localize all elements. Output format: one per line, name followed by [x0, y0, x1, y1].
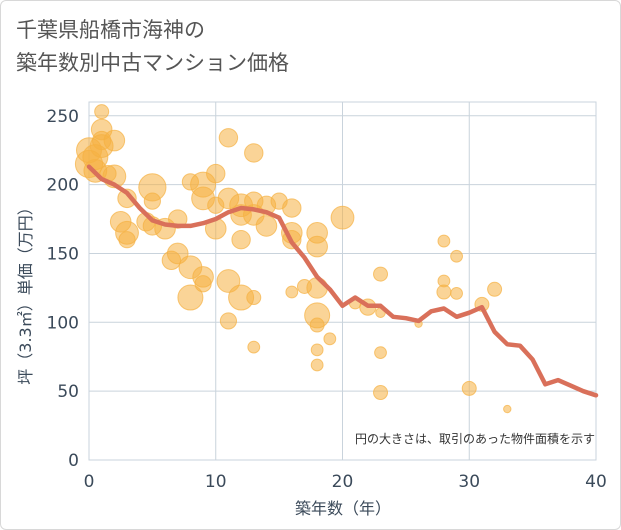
- y-axis-label: 坪（3.3㎡）単価（万円）: [16, 199, 35, 384]
- x-axis-label: 築年数（年）: [295, 499, 391, 518]
- bubble-size-note: 円の大きさは、取引のあった物件面積を示す: [355, 431, 595, 446]
- scatter-bubble: [450, 286, 463, 300]
- scatter-bubble: [206, 163, 226, 184]
- scatter-bubble: [310, 343, 324, 357]
- chart-title: 千葉県船橋市海神の 築年数別中古マンション価格: [16, 14, 289, 80]
- scatter-bubble: [244, 143, 264, 163]
- x-tick-label: 40: [585, 472, 607, 492]
- scatter-bubble: [118, 231, 136, 249]
- scatter-bubble: [218, 128, 239, 148]
- y-tick-label: 200: [47, 176, 79, 196]
- scatter-bubble: [246, 290, 262, 306]
- tick-layer: 0 10 20 30 40 0 50 100 150 200 250: [47, 107, 607, 492]
- x-tick-label: 0: [84, 472, 95, 492]
- scatter-bubble: [373, 385, 389, 401]
- y-tick-label: 50: [57, 382, 79, 402]
- scatter-bubble: [487, 281, 503, 297]
- scatter-bubble: [373, 266, 389, 282]
- scatter-bubble: [437, 234, 451, 248]
- scatter-bubble: [231, 229, 251, 250]
- scatter-bubble: [374, 346, 387, 360]
- y-tick-label: 100: [47, 313, 79, 333]
- x-tick-label: 30: [458, 472, 480, 492]
- scatter-bubble: [177, 284, 204, 311]
- scatter-bubble: [255, 215, 278, 237]
- scatter-bubble: [330, 205, 355, 230]
- scatter-bubble: [461, 380, 477, 396]
- scatter-bubble: [503, 404, 512, 414]
- scatter-bubble: [282, 198, 302, 218]
- chart-title-line-1: 千葉県船橋市海神の: [16, 18, 205, 42]
- line-layer: [86, 164, 599, 398]
- scatter-bubble: [285, 285, 299, 299]
- bubble-layer: [74, 104, 512, 414]
- scatter-bubble: [143, 192, 161, 210]
- scatter-bubble: [306, 235, 328, 258]
- scatter-bubble: [194, 275, 212, 293]
- x-tick-label: 20: [332, 472, 354, 492]
- scatter-bubble: [323, 332, 337, 346]
- y-tick-label: 150: [47, 244, 79, 264]
- average-price-line: [86, 164, 599, 398]
- scatter-bubble: [310, 358, 324, 372]
- scatter-bubble: [309, 317, 325, 333]
- scatter-bubble: [219, 312, 238, 330]
- scatter-bubble: [306, 277, 328, 299]
- scatter-bubble: [94, 104, 110, 120]
- scatter-bubble: [436, 284, 452, 300]
- chart-title-line-2: 築年数別中古マンション価格: [16, 51, 289, 75]
- grid-layer: [88, 101, 597, 461]
- y-tick-label: 0: [68, 451, 79, 471]
- scatter-bubble: [117, 188, 137, 209]
- scatter-bubble: [247, 340, 261, 354]
- scatter-bubble: [103, 129, 126, 152]
- x-tick-label: 10: [205, 472, 227, 492]
- scatter-bubble: [450, 249, 463, 263]
- y-tick-label: 250: [47, 107, 79, 127]
